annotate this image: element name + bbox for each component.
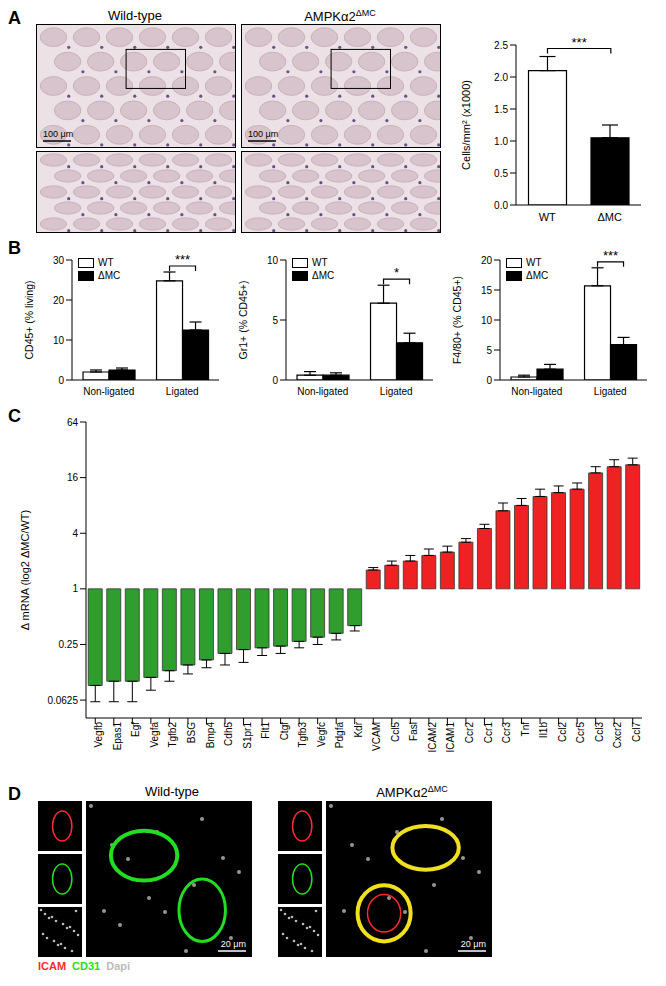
svg-text:2.0: 2.0 xyxy=(494,72,508,83)
svg-text:*: * xyxy=(394,265,399,280)
svg-text:20 μm: 20 μm xyxy=(221,939,246,949)
svg-text:Non-ligated: Non-ligated xyxy=(83,386,134,397)
svg-text:Ccr5: Ccr5 xyxy=(575,722,586,744)
svg-text:1.0: 1.0 xyxy=(494,136,508,147)
svg-text:ICAM1: ICAM1 xyxy=(446,722,457,753)
svg-text:30: 30 xyxy=(53,255,65,266)
html-text:ΔMC: ΔMC xyxy=(98,270,121,281)
html-text:WT: WT xyxy=(312,257,328,268)
html-text:B: B xyxy=(8,238,21,258)
svg-text:WT: WT xyxy=(539,211,556,223)
svg-text:Ccl5: Ccl5 xyxy=(390,722,401,742)
svg-text:0.5: 0.5 xyxy=(494,168,508,179)
svg-text:16: 16 xyxy=(67,472,79,483)
svg-text:100 μm: 100 μm xyxy=(248,129,278,139)
svg-text:***: *** xyxy=(572,35,587,50)
svg-text:Cells/mm² (x1000): Cells/mm² (x1000) xyxy=(460,80,472,170)
svg-text:0.0625: 0.0625 xyxy=(47,695,78,706)
svg-text:0: 0 xyxy=(486,375,492,386)
svg-text:20: 20 xyxy=(481,255,493,266)
svg-text:Tgfb3: Tgfb3 xyxy=(297,722,308,748)
svg-text:2.5: 2.5 xyxy=(494,40,508,51)
svg-text:10: 10 xyxy=(53,335,65,346)
svg-text:F4/80+ (% CD45+): F4/80+ (% CD45+) xyxy=(451,276,463,364)
svg-text:15: 15 xyxy=(481,285,493,296)
html-text:ICAM: ICAM xyxy=(38,960,67,972)
svg-text:1: 1 xyxy=(72,583,78,594)
svg-text:ΔMC: ΔMC xyxy=(598,211,623,223)
html-text:D: D xyxy=(8,784,21,804)
svg-text:BSG: BSG xyxy=(186,722,197,743)
svg-text:S1pr1: S1pr1 xyxy=(242,722,253,749)
svg-text:5: 5 xyxy=(272,315,278,326)
svg-text:Kdr: Kdr xyxy=(353,721,364,737)
html-text:CD31: CD31 xyxy=(72,960,101,972)
html-text:AMPKα2ΔMC: AMPKα2ΔMC xyxy=(376,784,448,801)
html-text:A: A xyxy=(8,8,21,28)
html-text:ΔMC: ΔMC xyxy=(312,270,335,281)
svg-text:20: 20 xyxy=(53,295,65,306)
svg-text:Il1b: Il1b xyxy=(538,722,549,739)
html-text:WT: WT xyxy=(98,257,114,268)
html-text:Wild-type: Wild-type xyxy=(144,784,200,799)
svg-text:Ccl3: Ccl3 xyxy=(594,722,605,742)
svg-text:***: *** xyxy=(603,248,618,263)
html-text:WT: WT xyxy=(526,257,542,268)
svg-text:Vegfc: Vegfc xyxy=(316,722,327,747)
svg-text:0: 0 xyxy=(272,375,278,386)
svg-text:Gr1+ (% CD45+): Gr1+ (% CD45+) xyxy=(237,281,249,360)
svg-text:Epas1: Epas1 xyxy=(112,722,123,751)
svg-text:Ccl7: Ccl7 xyxy=(631,722,642,742)
svg-text:100 μm: 100 μm xyxy=(43,129,73,139)
html-text:ΔMC: ΔMC xyxy=(526,270,549,281)
svg-text:CD45+ (% living): CD45+ (% living) xyxy=(23,280,35,359)
svg-text:4: 4 xyxy=(72,528,78,539)
svg-text:Ccr2: Ccr2 xyxy=(464,722,475,744)
svg-text:ICAM2: ICAM2 xyxy=(427,722,438,753)
svg-text:Δ mRNA (log2 ΔMC/WT): Δ mRNA (log2 ΔMC/WT) xyxy=(19,510,31,630)
svg-text:Ligated: Ligated xyxy=(380,386,413,397)
svg-text:Non-ligated: Non-ligated xyxy=(511,386,562,397)
svg-text:20 μm: 20 μm xyxy=(461,939,486,949)
svg-text:10: 10 xyxy=(267,255,279,266)
svg-text:0: 0 xyxy=(58,375,64,386)
html-text:C: C xyxy=(8,406,21,426)
svg-text:Non-ligated: Non-ligated xyxy=(297,386,348,397)
svg-text:Ccl2: Ccl2 xyxy=(557,722,568,742)
svg-text:64: 64 xyxy=(67,417,79,428)
svg-text:Bmp4: Bmp4 xyxy=(205,722,216,749)
html-text:Wild-type: Wild-type xyxy=(107,8,163,23)
svg-text:10: 10 xyxy=(481,315,493,326)
svg-text:5: 5 xyxy=(486,345,492,356)
svg-text:Ligated: Ligated xyxy=(594,386,627,397)
svg-text:Vegfb: Vegfb xyxy=(93,722,104,748)
svg-text:Egf: Egf xyxy=(130,722,141,737)
svg-text:Ctgf: Ctgf xyxy=(279,722,290,741)
svg-text:0.25: 0.25 xyxy=(59,639,79,650)
svg-text:Fasl: Fasl xyxy=(408,722,419,741)
svg-text:1.5: 1.5 xyxy=(494,104,508,115)
svg-text:Tgfb2: Tgfb2 xyxy=(168,722,179,748)
svg-text:Pdgfa: Pdgfa xyxy=(334,722,345,749)
svg-text:***: *** xyxy=(175,252,190,267)
svg-text:Cdh5: Cdh5 xyxy=(223,722,234,746)
svg-text:Ccr1: Ccr1 xyxy=(483,722,494,744)
svg-text:Tnf: Tnf xyxy=(520,722,531,737)
svg-text:Cxcr2: Cxcr2 xyxy=(612,722,623,749)
svg-text:Flt1: Flt1 xyxy=(260,722,271,739)
svg-text:Ccr3: Ccr3 xyxy=(501,722,512,744)
svg-text:0.0: 0.0 xyxy=(494,200,508,211)
html-text:Dapi: Dapi xyxy=(106,960,131,972)
svg-text:Vegfa: Vegfa xyxy=(149,722,160,748)
svg-text:Ligated: Ligated xyxy=(166,386,199,397)
html-text:AMPKα2ΔMC: AMPKα2ΔMC xyxy=(304,8,376,25)
svg-text:VCAM: VCAM xyxy=(371,722,382,751)
